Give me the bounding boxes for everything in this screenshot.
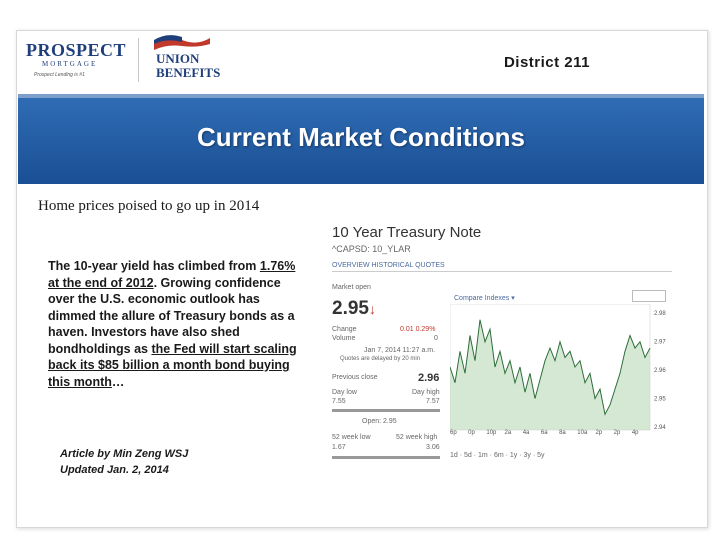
y-tick-label: 2.94 bbox=[654, 425, 666, 431]
x-tick-label: 2p bbox=[613, 430, 621, 436]
widget-tabs[interactable]: OVERVIEW HISTORICAL QUOTES bbox=[332, 262, 672, 272]
treasury-widget: 10 Year Treasury Note ^CAPSD: 10_YLAR OV… bbox=[330, 222, 678, 462]
market-open-label: Market open bbox=[332, 284, 371, 291]
title-band: Current Market Conditions bbox=[18, 94, 704, 184]
treasury-chart: 2.98 2.97 2.96 2.95 2.94 bbox=[450, 304, 666, 431]
union-logo-line2: BENEFITS bbox=[156, 65, 221, 80]
prev-close-value: 2.96 bbox=[418, 372, 440, 384]
wk52-high-label: 52 week high bbox=[396, 434, 438, 441]
widget-price: 2.95↓ bbox=[332, 298, 376, 320]
day-low-label: Day low bbox=[332, 389, 357, 396]
wk52-high-value: 3.06 bbox=[426, 444, 440, 451]
wk52-low-label: 52 week low bbox=[332, 434, 371, 441]
y-tick-label: 2.95 bbox=[654, 397, 666, 403]
down-arrow-icon: ↓ bbox=[368, 301, 376, 317]
prev-close-label: Previous close bbox=[332, 374, 378, 381]
widget-symbol: ^CAPSD: 10_YLAR bbox=[332, 244, 411, 254]
chart-x-axis: 6p 0p 10p 2a 4a 6a 8a 10a 2p 2p 4p bbox=[450, 430, 650, 440]
article-text: The 10-year yield has climbed from 1.76%… bbox=[48, 258, 298, 390]
article-part-3: … bbox=[111, 374, 125, 389]
compare-dropdown[interactable]: Compare Indexes ▾ bbox=[454, 295, 515, 302]
chart-series-line bbox=[450, 319, 651, 416]
prospect-logo-text: PROSPECT bbox=[26, 40, 127, 60]
district-label: District 211 bbox=[503, 54, 590, 71]
y-tick-label: 2.98 bbox=[654, 311, 666, 317]
widget-title: 10 Year Treasury Note bbox=[332, 224, 482, 241]
day-high-value: 7.57 bbox=[426, 398, 440, 405]
day-range-bar bbox=[332, 409, 440, 412]
byline-author: Article by Min Zeng WSJ bbox=[60, 448, 189, 460]
article-part-2: . Growing confidence over the U.S. econo… bbox=[48, 275, 295, 356]
prospect-logo-subtext: MORTGAGE bbox=[42, 60, 98, 68]
volume-value: 0 bbox=[434, 335, 438, 342]
article-byline: Article by Min Zeng WSJ Updated Jan. 2, … bbox=[60, 446, 188, 478]
price-value: 2.95 bbox=[332, 298, 369, 319]
byline-date: Updated Jan. 2, 2014 bbox=[60, 464, 169, 476]
slide-title: Current Market Conditions bbox=[197, 122, 525, 152]
logo-area: PROSPECT MORTGAGE Prospect Lending is #1… bbox=[20, 32, 220, 88]
x-tick-label: 6a bbox=[540, 430, 548, 436]
open-value: Open: 2.95 bbox=[362, 418, 397, 425]
x-tick-label: 10a bbox=[577, 430, 588, 436]
article-part-1: The 10-year yield has climbed from bbox=[48, 259, 260, 273]
wk52-range-bar bbox=[332, 456, 440, 459]
delay-note: Quotes are delayed by 20 min bbox=[340, 356, 421, 362]
y-tick-label: 2.96 bbox=[654, 368, 666, 374]
volume-label: Volume bbox=[332, 335, 356, 342]
article-link-2[interactable]: the Fed will start scaling back its $85 … bbox=[48, 341, 297, 389]
chart-area-fill bbox=[450, 319, 650, 430]
x-tick-label: 10p bbox=[486, 430, 497, 436]
x-tick-label: 6p bbox=[450, 430, 457, 436]
x-tick-label: 0p bbox=[468, 430, 475, 436]
change-value: 0.01 0.29% bbox=[400, 326, 436, 333]
x-tick-label: 4p bbox=[631, 430, 639, 436]
range-selector[interactable]: 1d · 5d · 1m · 6m · 1y · 3y · 5y bbox=[450, 452, 545, 459]
y-tick-label: 2.97 bbox=[654, 340, 666, 346]
compare-input[interactable] bbox=[632, 290, 666, 302]
day-high-label: Day high bbox=[412, 389, 440, 396]
quote-timestamp: Jan 7, 2014 11:27 a.m. bbox=[364, 347, 436, 354]
prospect-logo-tagline: Prospect Lending is #1 bbox=[34, 72, 85, 78]
x-tick-label: 8a bbox=[559, 430, 566, 436]
slide-subtitle: Home prices poised to go up in 2014 bbox=[38, 198, 260, 214]
article-link-1[interactable]: 1.76% at the end of 2012 bbox=[48, 259, 296, 290]
change-label: Change bbox=[332, 326, 357, 333]
wk52-low-value: 1.67 bbox=[332, 444, 346, 451]
flag-icon bbox=[154, 35, 210, 50]
x-tick-label: 2a bbox=[504, 430, 512, 436]
union-logo-line1: UNION bbox=[156, 51, 200, 66]
x-tick-label: 2p bbox=[595, 430, 603, 436]
logo-divider bbox=[138, 38, 139, 82]
union-benefits-logo-text: UNION BENEFITS bbox=[156, 52, 220, 80]
day-low-value: 7.55 bbox=[332, 398, 346, 405]
x-tick-label: 4a bbox=[522, 430, 530, 436]
